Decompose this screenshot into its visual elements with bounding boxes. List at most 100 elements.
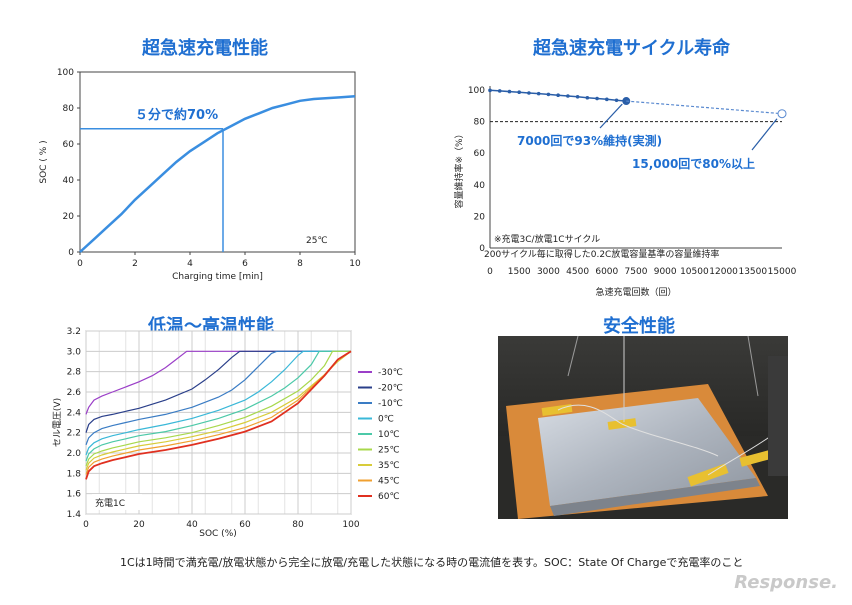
y-tick-label: 80 bbox=[474, 118, 486, 128]
y-tick-label: 2.2 bbox=[67, 429, 81, 439]
title-safety: 安全性能 bbox=[603, 316, 675, 337]
x-tick-label: 9000 bbox=[654, 267, 677, 277]
annotation-projected: 15,000回で80%以上 bbox=[632, 156, 755, 171]
annotation-measured: 7000回で93%維持(実測) bbox=[517, 133, 662, 148]
annotation-arrow-2 bbox=[751, 118, 778, 151]
measured-point bbox=[517, 90, 521, 95]
legend-label: 60℃ bbox=[378, 492, 400, 502]
series-line bbox=[85, 350, 351, 467]
x-tick-label: 10500 bbox=[680, 267, 709, 277]
y-tick-label: 20 bbox=[474, 212, 486, 222]
legend-label: -30℃ bbox=[378, 368, 403, 378]
footnote: 1Cは1時間で満充電/放電状態から完全に放電/充電した状態になる時の電流値を表す… bbox=[120, 556, 744, 569]
projected-line bbox=[626, 100, 783, 115]
annotation-5min: ５分で約70% bbox=[135, 107, 218, 123]
measured-point bbox=[497, 89, 502, 93]
x-tick-label: 100 bbox=[342, 520, 359, 530]
y-tick-label: 1.8 bbox=[67, 469, 82, 479]
series-line bbox=[85, 350, 351, 415]
x-tick-label: 4500 bbox=[566, 267, 589, 277]
y-axis-label: セル電圧(V) bbox=[52, 398, 63, 447]
y-tick-label: 40 bbox=[63, 176, 75, 186]
y-tick-label: 2.0 bbox=[67, 449, 82, 459]
x-tick-label: 80 bbox=[292, 520, 304, 530]
y-tick-label: 60 bbox=[474, 149, 486, 159]
series-line bbox=[85, 350, 351, 446]
legend-label: 45℃ bbox=[378, 477, 400, 487]
title-cycle-life: 超急速充電サイクル寿命 bbox=[533, 38, 731, 59]
measured-point bbox=[595, 96, 599, 101]
x-tick-label: 12000 bbox=[709, 267, 738, 277]
y-tick-label: 60 bbox=[63, 140, 75, 150]
projected-endpoint bbox=[777, 109, 787, 119]
x-tick-label: 6 bbox=[242, 259, 248, 269]
measured-point bbox=[488, 88, 492, 93]
x-tick-label: 60 bbox=[239, 520, 251, 530]
legend-label: 25℃ bbox=[378, 446, 400, 456]
y-tick-label: 0 bbox=[479, 244, 485, 254]
x-tick-label: 2 bbox=[132, 259, 138, 269]
note-1: ※充電3C/放電1Cサイクル bbox=[494, 233, 600, 245]
y-tick-label: 100 bbox=[57, 68, 74, 78]
measured-point bbox=[575, 94, 580, 99]
y-tick-label: 0 bbox=[68, 248, 74, 258]
y-tick-label: 1.4 bbox=[67, 510, 82, 520]
x-tick-label: 0 bbox=[83, 520, 89, 530]
y-tick-label: 2.6 bbox=[67, 388, 82, 398]
legend-label: 0℃ bbox=[378, 415, 394, 425]
legend-label: 10℃ bbox=[378, 430, 400, 440]
title-fast-charge: 超急速充電性能 bbox=[142, 38, 268, 59]
measured-point bbox=[507, 89, 512, 94]
x-tick-label: 1500 bbox=[508, 267, 531, 277]
x-tick-label: 0 bbox=[77, 259, 83, 269]
measured-point bbox=[546, 92, 551, 97]
measured-point bbox=[585, 95, 590, 100]
temp-label: 25℃ bbox=[306, 236, 328, 246]
y-tick-label: 20 bbox=[63, 212, 75, 222]
annotation-bg bbox=[92, 494, 142, 510]
legend-label: 35℃ bbox=[378, 461, 400, 471]
y-tick-label: 2.4 bbox=[67, 408, 82, 418]
y-tick-label: 3.0 bbox=[67, 347, 82, 357]
x-tick-label: 20 bbox=[133, 520, 145, 530]
y-tick-label: 1.6 bbox=[67, 490, 82, 500]
series-line bbox=[85, 350, 351, 456]
legend-label: -20℃ bbox=[378, 384, 403, 394]
y-axis-label: 容量維持率※（%） bbox=[453, 129, 465, 208]
x-tick-label: 4 bbox=[187, 259, 193, 269]
soc-curve bbox=[79, 95, 356, 253]
measured-point bbox=[536, 91, 541, 96]
x-tick-label: 15000 bbox=[768, 267, 797, 277]
y-tick-label: 3.2 bbox=[67, 327, 81, 337]
series-line bbox=[85, 350, 352, 471]
series-line bbox=[85, 350, 351, 462]
x-axis-label: SOC (%) bbox=[199, 529, 237, 539]
battery-test-photo bbox=[498, 336, 788, 519]
measured-point bbox=[556, 93, 560, 98]
plot-frame bbox=[85, 330, 352, 515]
y-tick-label: 80 bbox=[63, 104, 75, 114]
note-2: 200サイクル毎に取得した0.2C放電容量基準の容量維持率 bbox=[484, 248, 719, 260]
series-line bbox=[85, 350, 351, 433]
x-tick-label: 13500 bbox=[738, 267, 767, 277]
y-tick-label: 40 bbox=[474, 181, 486, 191]
x-tick-label: 0 bbox=[487, 267, 493, 277]
x-tick-label: 10 bbox=[349, 259, 361, 269]
y-axis-label: SOC ( % ) bbox=[39, 140, 49, 183]
measured-point bbox=[527, 91, 531, 95]
measured-point bbox=[566, 94, 570, 98]
x-axis-label: 急速充電回数（回） bbox=[595, 286, 676, 298]
annotation-arrow-1 bbox=[599, 103, 623, 129]
y-tick-label: 2.8 bbox=[67, 368, 82, 378]
watermark-logo: Response. bbox=[734, 572, 838, 593]
x-tick-label: 6000 bbox=[595, 267, 618, 277]
x-tick-label: 7500 bbox=[625, 267, 648, 277]
x-tick-label: 8 bbox=[297, 259, 303, 269]
series-line bbox=[85, 350, 352, 475]
plot-frame bbox=[79, 71, 356, 253]
legend-label: -10℃ bbox=[378, 399, 403, 409]
x-axis-label: Charging time [min] bbox=[172, 272, 263, 282]
